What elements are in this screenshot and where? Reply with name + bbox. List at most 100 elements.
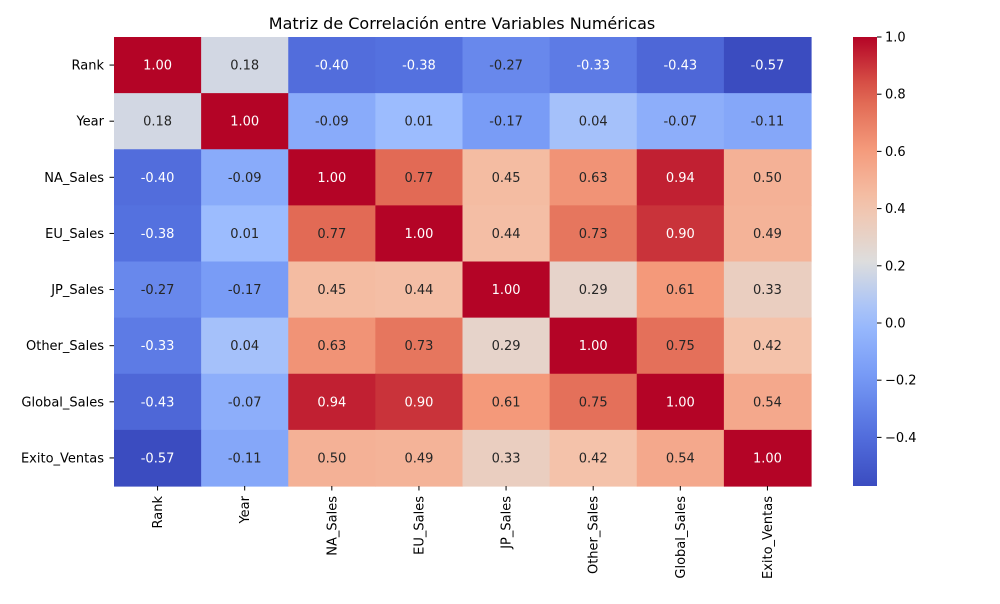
- heatmap-cell-exito-ventas-na-sales: [288, 429, 376, 487]
- cell-value-label: 0.33: [753, 283, 782, 298]
- heatmap-cell-eu-sales-global-sales: [636, 205, 725, 263]
- heatmap-cell-na-sales-na-sales: [288, 149, 376, 206]
- cell-value-label: 1.00: [666, 395, 695, 410]
- heatmap-cell-global-sales-na-sales: [288, 373, 376, 431]
- cell-value-label: -0.09: [228, 171, 262, 186]
- heatmap-cell-other-sales-eu-sales: [375, 317, 464, 375]
- cell-value-label: -0.17: [489, 115, 523, 130]
- y-tick-label-rank: Rank: [72, 59, 105, 74]
- chart-title: Matriz de Correlación entre Variables Nu…: [269, 14, 655, 33]
- cell-value-label: 0.18: [143, 115, 172, 130]
- cell-value-label: 1.00: [143, 59, 172, 74]
- heatmap-cell-exito-ventas-year: [201, 429, 289, 487]
- cell-value-label: 0.77: [317, 227, 346, 242]
- cell-value-label: 1.00: [317, 171, 346, 186]
- cell-value-label: -0.27: [489, 59, 523, 74]
- heatmap-cell-na-sales-jp-sales: [462, 149, 551, 206]
- cell-value-label: 0.63: [579, 171, 608, 186]
- heatmap-cell-na-sales-rank: [114, 149, 202, 206]
- heatmap-cell-year-other-sales: [549, 93, 638, 150]
- cell-value-label: 0.61: [492, 395, 521, 410]
- cell-value-label: 0.33: [492, 451, 521, 466]
- heatmap-cell-na-sales-year: [201, 149, 289, 206]
- cell-value-label: 0.18: [230, 59, 259, 74]
- heatmap-cell-global-sales-eu-sales: [375, 373, 464, 431]
- y-axis: Rank Year NA_Sales EU_Sales JP_Sales Other_Sa…: [21, 59, 114, 466]
- heatmap-cell-rank-rank: [114, 37, 202, 94]
- heatmap-cell-na-sales-global-sales: [636, 149, 725, 206]
- cell-value-label: -0.38: [141, 227, 175, 242]
- heatmap-cell-rank-jp-sales: [462, 37, 551, 94]
- y-tick-label-exito-ventas: Exito_Ventas: [21, 451, 104, 466]
- cell-value-label: 1.00: [492, 283, 521, 298]
- x-tick-label-other-sales: Other_Sales: [587, 496, 602, 574]
- colorbar-tick-label: 0.2: [885, 259, 906, 274]
- heatmap-cell-exito-ventas-other-sales: [549, 429, 638, 487]
- heatmap-cell-global-sales-year: [201, 373, 289, 431]
- cell-value-label: -0.11: [228, 451, 262, 466]
- heatmap-cell-year-eu-sales: [375, 93, 464, 150]
- heatmap-cell-jp-sales-year: [201, 261, 289, 319]
- cell-value-label: 0.75: [666, 339, 695, 354]
- cell-value-label: 0.61: [666, 283, 695, 298]
- colorbar-tick-label: 0.4: [885, 202, 906, 217]
- cell-value-label: 0.50: [753, 171, 782, 186]
- cell-value-label: 1.00: [230, 115, 259, 130]
- cell-value-label: -0.38: [402, 59, 436, 74]
- heatmap-cell-rank-eu-sales: [375, 37, 464, 94]
- cell-value-label: -0.27: [141, 283, 175, 298]
- cell-value-label: 0.94: [666, 171, 695, 186]
- heatmap-cell-year-year: [201, 93, 289, 150]
- heatmap-cell-labels: 1.00 0.18 -0.40 -0.38 -0.27 -0.33 -0.43 -0.57 0.…: [141, 59, 785, 467]
- heatmap-cell-na-sales-eu-sales: [375, 149, 464, 206]
- cell-value-label: 0.90: [666, 227, 695, 242]
- heatmap-cells: [114, 37, 812, 487]
- heatmap-cell-year-global-sales: [636, 93, 725, 150]
- y-tick-label-eu-sales: EU_Sales: [45, 227, 104, 242]
- heatmap-cell-other-sales-rank: [114, 317, 202, 375]
- heatmap-cell-na-sales-exito-ventas: [723, 149, 812, 206]
- heatmap-cell-jp-sales-other-sales: [549, 261, 638, 319]
- heatmap-cell-other-sales-other-sales: [549, 317, 638, 375]
- heatmap-cell-rank-year: [201, 37, 289, 94]
- heatmap-cell-rank-global-sales: [636, 37, 725, 94]
- heatmap-cell-other-sales-year: [201, 317, 289, 375]
- cell-value-label: 0.50: [317, 451, 346, 466]
- colorbar-tick-label: 1.0: [885, 31, 906, 46]
- cell-value-label: 0.54: [753, 395, 782, 410]
- heatmap-cell-jp-sales-na-sales: [288, 261, 376, 319]
- cell-value-label: -0.40: [315, 59, 349, 74]
- heatmap-cell-global-sales-jp-sales: [462, 373, 551, 431]
- cell-value-label: -0.33: [576, 59, 610, 74]
- cell-value-label: -0.43: [141, 395, 175, 410]
- heatmap-cell-eu-sales-exito-ventas: [723, 205, 812, 263]
- heatmap-cell-year-na-sales: [288, 93, 376, 150]
- cell-value-label: 0.01: [230, 227, 259, 242]
- heatmap-cell-jp-sales-jp-sales: [462, 261, 551, 319]
- x-tick-label-exito-ventas: Exito_Ventas: [761, 496, 776, 579]
- cell-value-label: 0.49: [753, 227, 782, 242]
- heatmap-cell-exito-ventas-jp-sales: [462, 429, 551, 487]
- cell-value-label: 0.73: [579, 227, 608, 242]
- heatmap-cell-rank-na-sales: [288, 37, 376, 94]
- colorbar-tick-label: 0.0: [885, 316, 906, 331]
- x-tick-label-rank: Rank: [151, 496, 166, 529]
- cell-value-label: 0.01: [404, 115, 433, 130]
- y-tick-label-other-sales: Other_Sales: [26, 339, 104, 354]
- y-tick-label-year: Year: [75, 115, 104, 130]
- heatmap-cell-rank-other-sales: [549, 37, 638, 94]
- heatmap-cell-other-sales-jp-sales: [462, 317, 551, 375]
- cell-value-label: -0.17: [228, 283, 262, 298]
- colorbar-tick-label: 0.8: [885, 88, 906, 103]
- cell-value-label: -0.07: [663, 115, 697, 130]
- heatmap-cell-year-rank: [114, 93, 202, 150]
- cell-value-label: 0.94: [317, 395, 346, 410]
- cell-value-label: 0.42: [579, 451, 608, 466]
- cell-value-label: 0.45: [492, 171, 521, 186]
- cell-value-label: 0.45: [317, 283, 346, 298]
- cell-value-label: 0.77: [404, 171, 433, 186]
- colorbar-tick-label: 0.6: [885, 145, 906, 160]
- heatmap-cell-exito-ventas-exito-ventas: [723, 429, 812, 487]
